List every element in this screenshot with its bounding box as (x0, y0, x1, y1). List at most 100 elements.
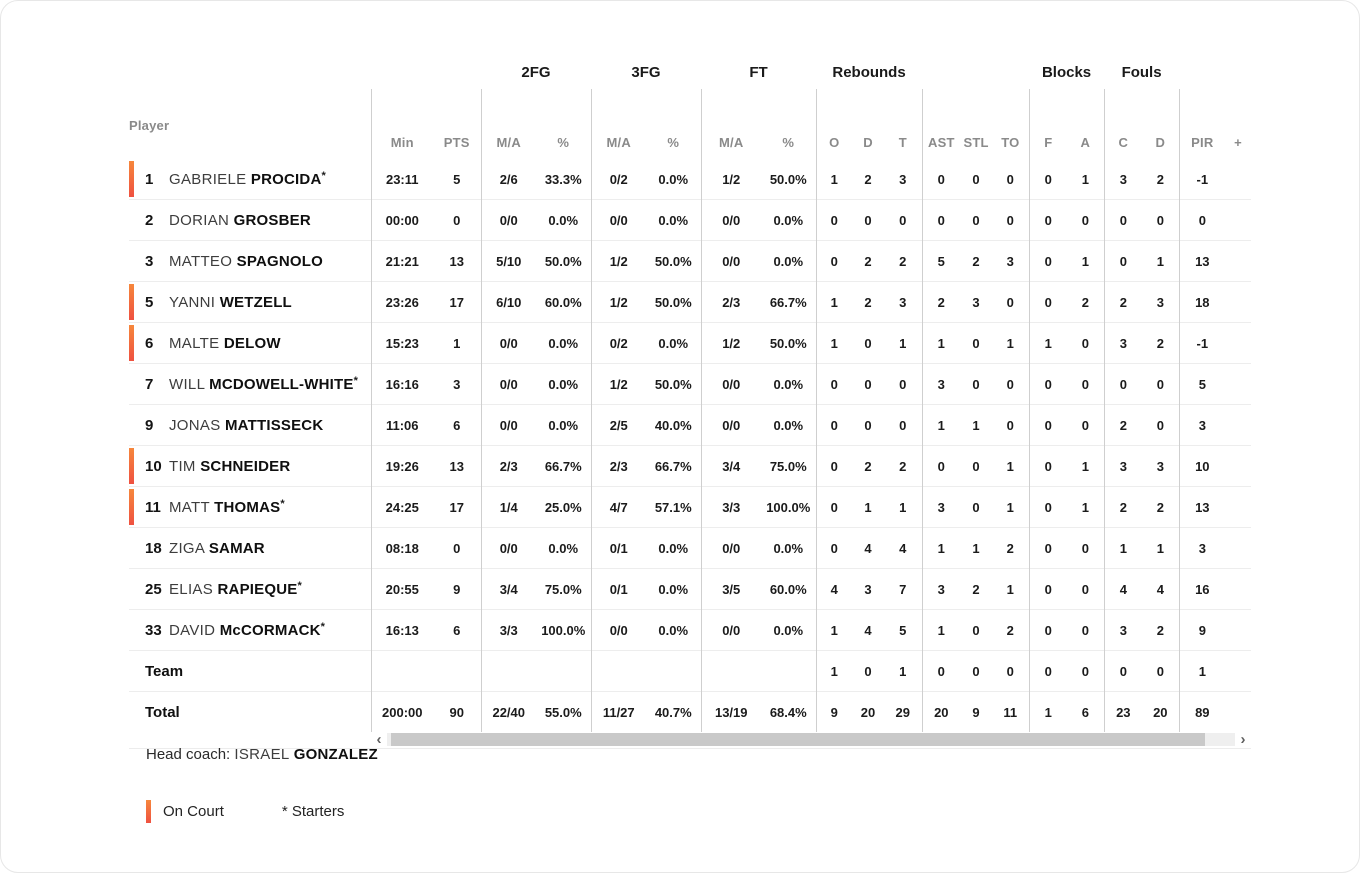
stat-cell: 6/10 (480, 281, 536, 323)
stat-cell: 13/19 (700, 691, 761, 732)
player-name-cell[interactable]: 6 MALTE DELOW (129, 322, 371, 364)
summary-label: Team (145, 662, 184, 680)
scrollbar-track[interactable] (387, 732, 1235, 746)
stat-cell: 2/3 (590, 445, 646, 487)
player-name-cell[interactable]: 9 JONAS MATTISSECK (129, 404, 371, 446)
stat-cell: 0 (852, 363, 885, 405)
scroll-left-button[interactable]: ‹ (371, 732, 387, 747)
stat-cell: 1 (884, 322, 923, 364)
stat-cell: 0.0% (761, 363, 817, 405)
stat-cell: 23:26 (370, 281, 433, 323)
stat-cell: 23:11 (370, 159, 433, 200)
on-court-marker-icon (129, 161, 134, 197)
stat-cell: 18 (1178, 281, 1226, 323)
stat-cell (1225, 486, 1252, 528)
stat-cell: 1/2 (590, 281, 646, 323)
stat-cell: 25.0% (536, 486, 591, 528)
stat-cell: 3 (884, 281, 923, 323)
stat-cell: 0/0 (700, 404, 761, 446)
stat-cell (590, 650, 646, 692)
stat-cell: 1 (884, 486, 923, 528)
stat-cell: 0 (1028, 240, 1068, 282)
stat-cell: 13 (1178, 240, 1226, 282)
stat-cell: 2 (852, 240, 885, 282)
player-first-name: GABRIELE (169, 170, 251, 188)
column-group-header (922, 57, 1029, 89)
stat-cell: 55.0% (536, 691, 591, 732)
player-name-cell[interactable]: 2 DORIAN GROSBER (129, 199, 371, 241)
scroll-right-button[interactable]: › (1235, 732, 1251, 747)
column-header: A (1080, 135, 1091, 150)
stat-cell: 0 (1067, 650, 1105, 692)
stat-cell: 0 (884, 199, 923, 241)
summary-label: Total (145, 703, 180, 721)
stat-cell: 1 (992, 568, 1030, 610)
stat-cell: 1/2 (700, 322, 761, 364)
stat-cell: 0 (1028, 363, 1068, 405)
player-number: 9 (145, 416, 154, 434)
stat-cell: 89 (1178, 691, 1226, 732)
player-name-cell[interactable]: 25 ELIAS RAPIEQUE* (129, 568, 371, 610)
stat-cell: 2 (884, 240, 923, 282)
column-header: PTS (443, 135, 470, 150)
horizontal-scrollbar[interactable]: ‹ › (371, 732, 1251, 747)
stat-cell: 40.7% (646, 691, 701, 732)
player-number: 6 (145, 334, 154, 352)
stat-cell: 0 (815, 199, 853, 241)
player-name-cell[interactable]: 10 TIM SCHNEIDER (129, 445, 371, 487)
player-name-cell[interactable]: 1 GABRIELE PROCIDA* (129, 159, 371, 200)
stat-cell: 60.0% (536, 281, 591, 323)
stat-cell: 0 (1103, 199, 1143, 241)
stat-cell: 100.0% (761, 486, 817, 528)
stat-cell: 5 (884, 609, 923, 651)
stat-cell: 1 (815, 609, 853, 651)
stat-cell: 0.0% (646, 527, 701, 569)
player-last-name: PROCIDA (250, 170, 322, 188)
stat-cell: 0/1 (590, 527, 646, 569)
stat-cell: 0/0 (480, 322, 536, 364)
column-header: PIR (1178, 89, 1226, 159)
stat-cell: 1 (921, 322, 961, 364)
stat-cell (1225, 159, 1251, 200)
stat-cell (1225, 691, 1252, 732)
player-number: 5 (145, 293, 154, 311)
stat-cell: 2 (1103, 404, 1143, 446)
column-header: % (557, 135, 570, 150)
player-row: 18 ZIGA SAMAR 08:18 0 0/0 0.0% 0/1 0.0% 0/0 0.0% 0… (129, 527, 1252, 569)
summary-row: Total 200:00 90 22/40 55.0% 11/27 40.7% 13/19 68… (129, 691, 1252, 732)
player-first-name: TIM (169, 457, 201, 475)
player-name-cell[interactable]: 33 DAVID McCORMACK* (129, 609, 371, 651)
stat-cell: 0/0 (480, 527, 536, 569)
stat-cell: 13 (433, 445, 481, 487)
player-name-cell[interactable]: 3 MATTEO SPAGNOLO (129, 240, 371, 282)
stat-cell: 3/3 (700, 486, 761, 528)
stat-cell: 0 (1028, 281, 1068, 323)
column-header: T (898, 135, 907, 150)
player-number: 2 (145, 211, 154, 229)
stat-cell: 9 (960, 691, 993, 732)
stat-cell (1225, 240, 1252, 282)
starter-mark: * (321, 169, 326, 182)
stat-cell: 0 (1067, 404, 1105, 446)
column-group-header: 2FG (521, 64, 551, 81)
player-number: 11 (145, 498, 161, 516)
stat-cell: 0 (1142, 199, 1180, 241)
player-name-cell[interactable]: 7 WILL MCDOWELL-WHITE* (129, 363, 371, 405)
stat-cell: 60.0% (761, 568, 817, 610)
player-name-cell[interactable]: 11 MATT THOMAS* (129, 486, 371, 528)
stat-cell: 0.0% (761, 199, 817, 241)
stat-cell: 50.0% (646, 240, 701, 282)
stat-cell: 1 (921, 404, 961, 446)
player-name-cell[interactable]: 18 ZIGA SAMAR (129, 527, 371, 569)
stat-cell: 3 (960, 281, 993, 323)
player-last-name: McCORMACK (219, 621, 321, 639)
stat-cell: 2 (1156, 171, 1164, 187)
player-name-cell[interactable]: 5 YANNI WETZELL (129, 281, 371, 323)
stat-cell: 0 (960, 363, 993, 405)
stat-cell: 50.0% (646, 281, 701, 323)
stat-cell: 1 (433, 322, 481, 364)
stat-cell (1225, 199, 1252, 241)
scrollbar-thumb[interactable] (391, 732, 1206, 746)
starter-mark: * (280, 497, 285, 510)
stat-cell: 24:25 (370, 486, 433, 528)
